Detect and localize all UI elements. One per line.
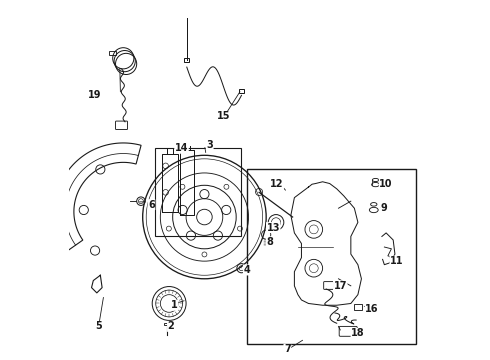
Text: 1: 1 (171, 300, 178, 310)
Text: 5: 5 (95, 321, 102, 332)
Text: 7: 7 (284, 345, 291, 354)
Text: 10: 10 (379, 179, 393, 189)
Text: 15: 15 (217, 112, 231, 121)
Bar (184, 58, 189, 62)
Text: 6: 6 (148, 200, 155, 210)
Text: 12: 12 (270, 179, 284, 189)
Text: 8: 8 (266, 237, 273, 247)
Text: 9: 9 (381, 203, 388, 213)
Text: 16: 16 (365, 304, 379, 314)
Bar (354, 304, 363, 310)
Bar (109, 50, 116, 55)
Text: 19: 19 (88, 90, 102, 100)
Text: 2: 2 (168, 321, 174, 332)
Text: 3: 3 (206, 140, 213, 150)
Text: 4: 4 (244, 265, 250, 275)
Bar (164, 323, 170, 325)
Bar (239, 89, 244, 93)
Text: 13: 13 (267, 222, 280, 233)
Bar (247, 170, 416, 344)
Text: 17: 17 (334, 281, 347, 291)
Bar (155, 148, 242, 237)
Text: 14: 14 (175, 143, 188, 153)
Text: 11: 11 (390, 256, 403, 266)
Text: 18: 18 (351, 328, 365, 338)
